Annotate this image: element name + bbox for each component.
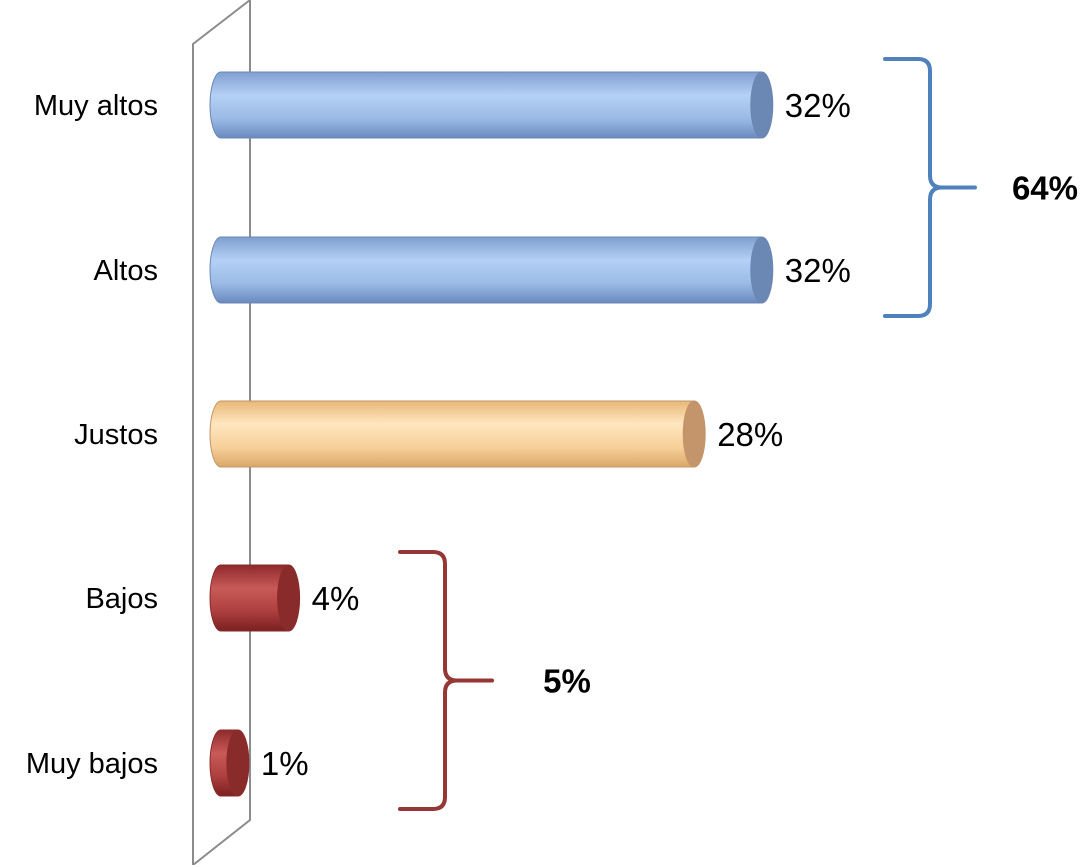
category-label: Muy bajos	[26, 748, 158, 780]
value-label: 1%	[261, 745, 309, 782]
bar-muy-bajos	[209, 729, 250, 797]
category-label: Altos	[94, 255, 158, 287]
bar-bajos	[209, 564, 301, 632]
value-label: 4%	[312, 580, 360, 617]
category-label: Justos	[74, 419, 158, 451]
group-bracket: 64%	[883, 57, 1078, 318]
bar-justos	[209, 400, 706, 468]
bar-altos	[209, 236, 774, 304]
value-label: 32%	[785, 87, 851, 124]
group-total-label: 64%	[1012, 170, 1078, 207]
value-label: 32%	[785, 252, 851, 289]
category-label: Bajos	[85, 583, 158, 615]
group-total-label: 5%	[543, 663, 591, 700]
bar-muy-altos	[209, 71, 774, 139]
category-label: Muy altos	[34, 90, 158, 122]
group-bracket: 5%	[398, 550, 591, 811]
value-label: 28%	[717, 416, 783, 453]
